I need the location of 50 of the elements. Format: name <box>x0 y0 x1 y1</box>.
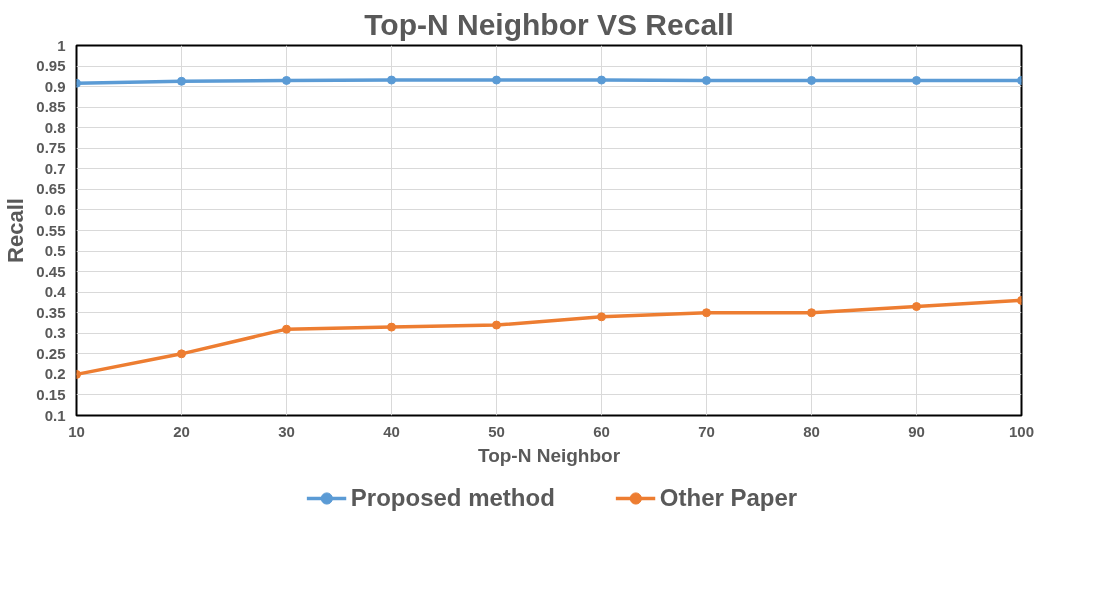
x-tick-label: 30 <box>278 422 295 440</box>
point <box>912 302 921 312</box>
x-tick-label: 20 <box>173 422 190 440</box>
point <box>492 75 501 85</box>
y-tick-label: 0.2 <box>44 365 66 383</box>
y-tick-label: 0.35 <box>36 303 66 321</box>
y-tick-label: 0.7 <box>44 159 66 177</box>
point <box>492 320 501 330</box>
y-tick-label: 0.9 <box>44 77 66 95</box>
y-tick-label: 0.15 <box>36 385 66 403</box>
x-tick-label: 10 <box>68 422 85 440</box>
y-tick-label: 0.3 <box>44 324 66 342</box>
point <box>387 75 396 85</box>
x-tick-label: 40 <box>383 422 400 440</box>
point <box>702 308 711 318</box>
point <box>912 75 921 85</box>
x-tick-label: 50 <box>488 422 505 440</box>
y-tick-label: 0.75 <box>36 139 66 157</box>
x-axis-title: Top-N Neighbor <box>477 444 621 466</box>
point <box>597 312 606 322</box>
x-tick-label: 70 <box>698 422 715 440</box>
legend-label: Other Paper <box>659 484 798 512</box>
y-axis-title: Recall <box>3 198 29 263</box>
y-tick-label: 0.55 <box>36 221 66 239</box>
legend-label: Proposed method <box>350 484 555 512</box>
y-tick-label: 0.65 <box>36 180 66 198</box>
chart-title: Top-N Neighbor VS Recall <box>364 7 734 41</box>
y-tick-label: 0.6 <box>44 200 66 218</box>
y-tick-label: 0.4 <box>44 283 67 301</box>
point <box>702 75 711 85</box>
y-tick-label: 0.45 <box>36 262 66 280</box>
x-tick-label: 90 <box>908 422 925 440</box>
point <box>282 324 291 334</box>
y-tick-label: 0.95 <box>36 57 66 75</box>
y-tick-label: 0.1 <box>44 406 66 424</box>
y-tick-label: 0.85 <box>36 98 66 116</box>
point <box>282 75 291 85</box>
y-tick-label: 0.25 <box>36 344 66 362</box>
point <box>807 75 816 85</box>
point <box>177 349 186 359</box>
x-tick-label: 80 <box>803 422 820 440</box>
point <box>597 75 606 85</box>
y-tick-label: 1 <box>57 36 66 54</box>
point <box>807 308 816 318</box>
y-tick-label: 0.5 <box>44 242 66 260</box>
x-tick-label: 100 <box>1008 422 1035 440</box>
x-tick-label: 60 <box>593 422 610 440</box>
y-tick-label: 0.8 <box>44 118 66 136</box>
point <box>177 76 186 86</box>
point <box>387 322 396 332</box>
